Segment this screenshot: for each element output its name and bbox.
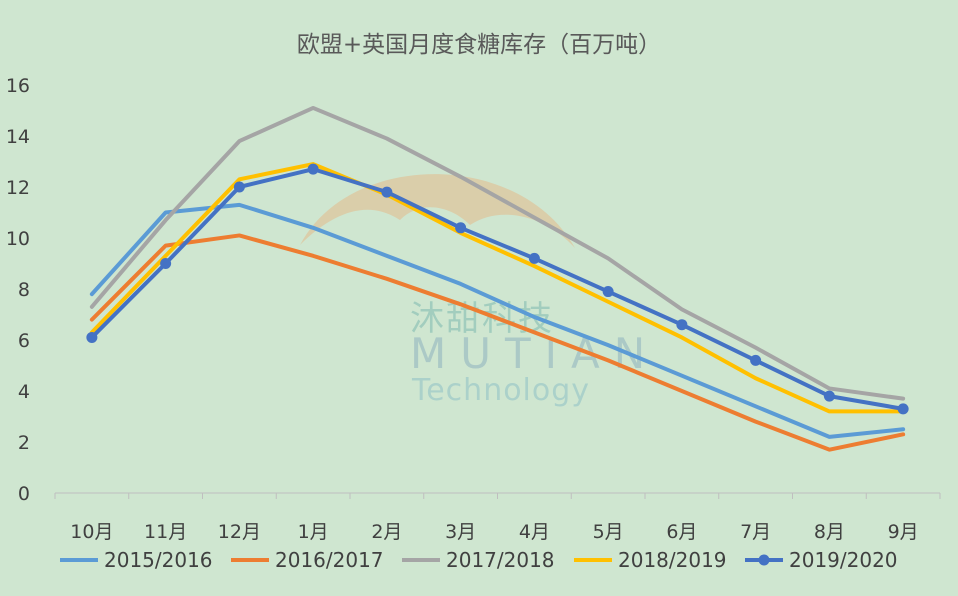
y-tick-label: 10 [6,228,30,250]
x-tick-label: 3月 [445,521,476,543]
series-2016-2017 [89,233,906,452]
x-tick-label: 9月 [888,521,919,543]
y-tick-label: 14 [6,126,30,148]
data-point [823,390,835,402]
data-point [455,222,467,234]
data-point [602,286,614,298]
legend-label: 2017/2018 [446,548,555,572]
watermark-brand-cn: 沐甜科技 [410,299,554,339]
series-2019-2020 [86,163,909,415]
data-point [307,163,319,175]
x-tick-label: 6月 [666,521,697,543]
data-point [676,319,688,331]
series-line [89,167,906,411]
x-tick-label: 7月 [740,521,771,543]
watermark-tagline: Technology [411,373,590,408]
legend-marker [758,554,770,566]
series-2017-2018 [89,105,906,401]
series-2015-2016 [89,202,906,439]
x-tick-label: 5月 [593,521,624,543]
series-2018-2019 [89,162,906,414]
y-tick-label: 0 [18,483,30,505]
y-tick-label: 4 [18,381,30,403]
data-point [381,186,393,198]
series-layer [86,105,909,452]
y-tick-label: 8 [18,279,30,301]
x-tick-label: 4月 [519,521,550,543]
series-line [89,233,906,452]
data-point [160,258,172,269]
legend: 2015/2016 2016/2017 2017/2018 2018/2019 2019… [60,548,898,572]
data-point [897,403,909,415]
series-line [89,202,906,439]
y-tick-label: 16 [6,75,30,97]
data-point [86,331,98,343]
data-point [528,252,540,264]
x-tick-label: 11月 [144,521,187,543]
x-tick-label: 10月 [70,521,113,543]
legend-label: 2016/2017 [275,548,384,572]
x-tick-label: 1月 [298,521,329,543]
y-tick-label: 12 [6,177,30,199]
y-tick-label: 2 [18,432,30,454]
legend-label: 2019/2020 [789,548,898,572]
watermark-logo-icon [300,174,575,248]
watermark-brand-en: MUTIAN [410,329,659,378]
legend-label: 2015/2016 [104,548,213,572]
x-tick-label: 8月 [814,521,845,543]
x-axis-ticks: 10月 11月 12月 1月 2月 3月 4月 5月 6月 7月 8月 9月 [54,493,941,543]
x-tick-label: 2月 [371,521,402,543]
y-axis-ticks: 0 2 4 6 8 10 12 14 16 [6,75,30,505]
data-point [233,181,245,193]
chart-title: 欧盟+英国月度食糖库存（百万吨） [297,32,661,58]
y-tick-label: 6 [18,330,30,352]
series-line [89,105,906,401]
series-line [89,162,906,414]
x-tick-label: 12月 [218,521,261,543]
legend-label: 2018/2019 [618,548,727,572]
watermark: 沐甜科技 MUTIAN Technology [300,174,659,408]
data-point [750,354,762,366]
